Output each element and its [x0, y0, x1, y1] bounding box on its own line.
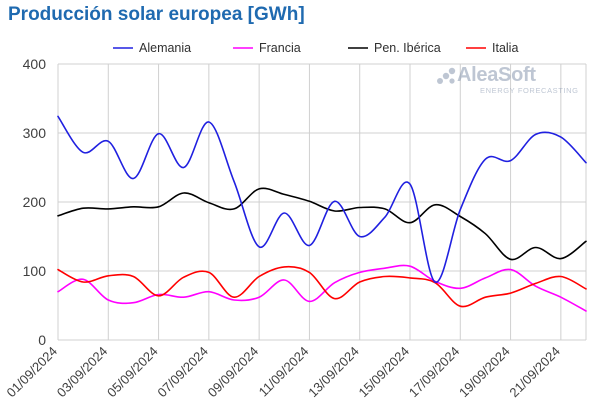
legend-label: Francia	[259, 41, 301, 55]
logo-tagline: ENERGY FORECASTING	[480, 86, 579, 95]
x-tick-label: 07/09/2024	[154, 344, 211, 401]
legend-label: Pen. Ibérica	[374, 41, 441, 55]
aleasoft-logo-icon	[437, 67, 456, 84]
y-tick-label: 200	[23, 194, 47, 210]
legend-item: Pen. Ibérica	[348, 41, 441, 55]
series-line-francia	[57, 264, 587, 312]
y-tick-label: 0	[38, 332, 46, 348]
legend-label: Alemania	[139, 41, 191, 55]
grid	[57, 63, 587, 341]
x-tick-label: 17/09/2024	[406, 344, 463, 401]
legend-item: Italia	[466, 41, 518, 55]
x-tick-label: 01/09/2024	[3, 344, 60, 401]
x-tick-label: 15/09/2024	[355, 344, 412, 401]
y-tick-label: 300	[23, 125, 47, 141]
series-line-pen-ib-rica	[57, 187, 587, 261]
x-tick-label: 09/09/2024	[205, 344, 262, 401]
x-tick-label: 13/09/2024	[305, 344, 362, 401]
legend-label: Italia	[492, 41, 518, 55]
x-tick-label: 03/09/2024	[54, 344, 111, 401]
y-tick-label: 400	[23, 56, 47, 72]
x-tick-label: 19/09/2024	[456, 344, 513, 401]
series-line-italia	[57, 265, 587, 308]
chart-title: Producción solar europea [GWh]	[8, 4, 305, 25]
aleasoft-logo: AleaSoft ENERGY FORECASTING	[436, 64, 586, 104]
series-line-alemania	[57, 115, 587, 283]
logo-wordmark: AleaSoft	[457, 64, 536, 86]
x-tick-label: 21/09/2024	[506, 344, 563, 401]
legend-item: Alemania	[113, 41, 191, 55]
x-tick-label: 11/09/2024	[256, 344, 312, 400]
legend-item: Francia	[233, 41, 301, 55]
x-tick-label: 05/09/2024	[104, 344, 161, 401]
y-tick-label: 100	[23, 263, 47, 279]
